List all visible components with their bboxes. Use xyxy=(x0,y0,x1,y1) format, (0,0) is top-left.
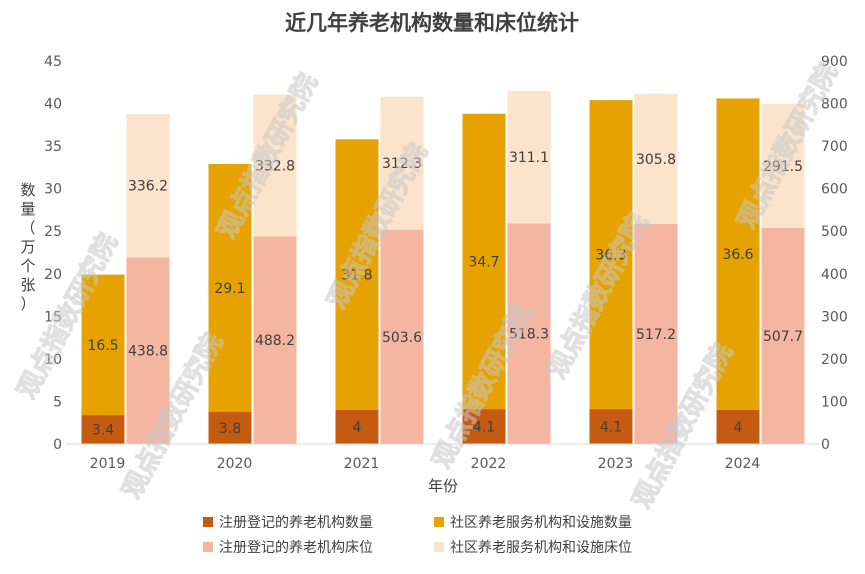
left-tick-label: 25 xyxy=(44,224,62,240)
legend-label: 社区养老服务机构和设施数量 xyxy=(450,515,632,531)
data-label: 34.7 xyxy=(468,254,499,270)
bar-segment xyxy=(716,409,760,444)
bar-segment xyxy=(380,96,424,230)
legend-label: 社区养老服务机构和设施床位 xyxy=(450,540,632,556)
right-tick-label: 0 xyxy=(821,437,830,453)
left-tick-label: 40 xyxy=(44,97,62,113)
x-tick-label: 2023 xyxy=(598,456,634,472)
bar-segment xyxy=(208,163,252,412)
data-label: 3.4 xyxy=(92,423,114,439)
data-label: 332.8 xyxy=(255,158,295,174)
data-label: 517.2 xyxy=(636,327,676,343)
right-tick-label: 700 xyxy=(821,139,848,155)
y-axis-title: 数量（万个张） xyxy=(20,181,35,313)
left-tick-label: 0 xyxy=(53,437,62,453)
x-tick-label: 2024 xyxy=(725,456,761,472)
right-tick-label: 900 xyxy=(821,54,848,70)
right-axis: 0 100 200 300 400 500 600 700 800 900 xyxy=(821,54,848,453)
data-label: 36.3 xyxy=(595,248,626,264)
bar-segment xyxy=(380,229,424,444)
right-tick-label: 800 xyxy=(821,97,848,113)
left-tick-label: 30 xyxy=(44,182,62,198)
legend-swatch xyxy=(203,517,213,527)
bar-segment xyxy=(253,236,297,444)
data-label: 16.5 xyxy=(87,338,118,354)
right-tick-label: 300 xyxy=(821,309,848,325)
bar-segment xyxy=(208,411,252,444)
data-label: 4 xyxy=(734,420,743,436)
left-tick-label: 10 xyxy=(44,352,62,368)
bar-segment xyxy=(589,409,633,444)
bar-segment xyxy=(462,113,506,410)
bar-segment xyxy=(335,139,379,410)
plot-area: 3.4 16.5 438.8 336.2 3.8 29.1 488.2 332.8 4 31.8 5… xyxy=(66,91,820,445)
data-label: 4.1 xyxy=(600,420,622,436)
bar-segment xyxy=(507,91,551,224)
left-axis: 0 5 10 15 20 25 30 35 40 45 xyxy=(44,54,62,453)
right-tick-label: 100 xyxy=(821,394,848,410)
right-tick-label: 200 xyxy=(821,352,848,368)
data-label: 503.6 xyxy=(382,330,422,346)
data-label: 3.8 xyxy=(219,421,241,437)
bar-segment xyxy=(335,409,379,444)
left-tick-label: 15 xyxy=(44,309,62,325)
bar-segment xyxy=(81,274,125,416)
bar-segment xyxy=(589,100,633,410)
data-label: 312.3 xyxy=(382,156,422,172)
data-label: 518.3 xyxy=(509,327,549,343)
bar-segment xyxy=(507,223,551,444)
bar-segment xyxy=(126,257,170,444)
bar-segment xyxy=(716,98,760,410)
bar-segment xyxy=(81,415,125,444)
chart-title: 近几年养老机构数量和床位统计 xyxy=(285,11,579,35)
bar-segment xyxy=(462,409,506,444)
data-label: 36.6 xyxy=(722,247,753,263)
left-tick-label: 20 xyxy=(44,267,62,283)
data-label: 311.1 xyxy=(509,150,549,166)
legend-swatch xyxy=(434,517,444,527)
bar-segment xyxy=(126,114,170,258)
data-label: 4 xyxy=(353,420,362,436)
data-label: 29.1 xyxy=(214,281,245,297)
right-tick-label: 600 xyxy=(821,182,848,198)
x-axis-title: 年份 xyxy=(428,477,458,495)
data-label: 507.7 xyxy=(763,329,803,345)
data-label: 438.8 xyxy=(128,344,168,360)
legend-swatch xyxy=(434,542,444,552)
legend-label: 注册登记的养老机构床位 xyxy=(219,540,373,556)
bar-segment xyxy=(761,227,805,444)
data-label: 305.8 xyxy=(636,152,676,168)
left-tick-label: 45 xyxy=(44,54,62,70)
bar-segment xyxy=(253,94,297,237)
right-tick-label: 400 xyxy=(821,267,848,283)
x-axis: 2019 2020 2021 2022 2023 2024 xyxy=(90,456,761,472)
bar-segment xyxy=(634,93,678,224)
left-tick-label: 35 xyxy=(44,139,62,155)
bar-segment xyxy=(761,103,805,228)
bar-segment xyxy=(634,223,678,444)
data-label: 4.1 xyxy=(473,420,495,436)
legend-label: 注册登记的养老机构数量 xyxy=(219,515,373,531)
data-label: 488.2 xyxy=(255,333,295,349)
right-tick-label: 500 xyxy=(821,224,848,240)
x-tick-label: 2020 xyxy=(217,456,253,472)
data-label: 291.5 xyxy=(763,159,803,175)
legend-swatch xyxy=(203,542,213,552)
data-label: 336.2 xyxy=(128,179,168,195)
x-tick-label: 2019 xyxy=(90,456,126,472)
x-tick-label: 2022 xyxy=(471,456,507,472)
data-label: 31.8 xyxy=(341,268,372,284)
x-tick-label: 2021 xyxy=(344,456,380,472)
left-tick-label: 5 xyxy=(53,394,62,410)
